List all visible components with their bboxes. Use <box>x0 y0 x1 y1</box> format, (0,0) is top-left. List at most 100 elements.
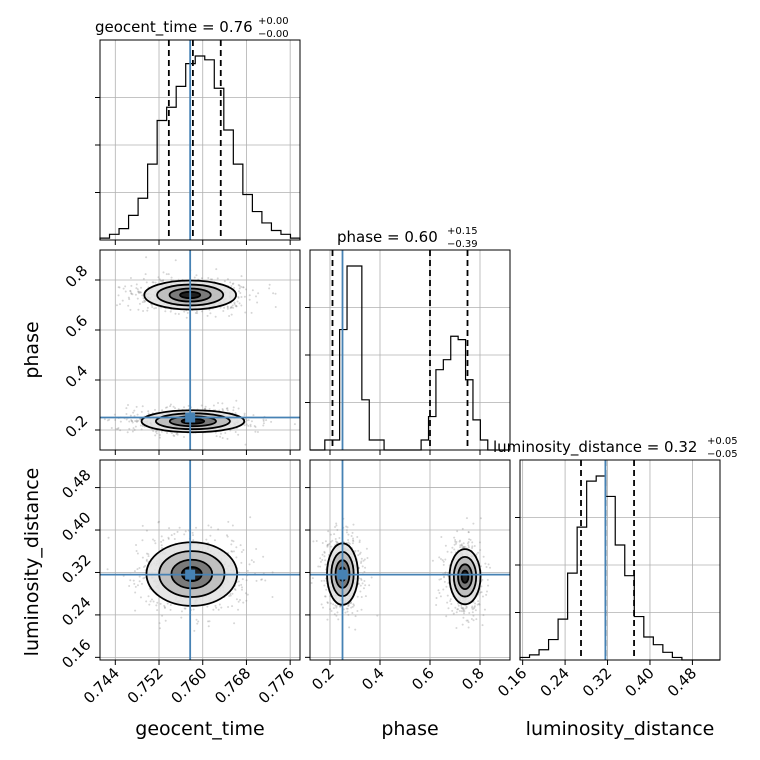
sample-point <box>453 548 456 551</box>
sample-point <box>229 307 232 310</box>
truth-marker <box>185 569 196 580</box>
sample-point <box>210 526 213 529</box>
sample-point <box>234 588 237 591</box>
sample-point <box>477 551 480 554</box>
sample-point <box>486 578 489 581</box>
sample-point <box>160 279 163 282</box>
sample-point <box>435 604 438 607</box>
sample-point <box>471 541 474 544</box>
sample-point <box>232 409 235 412</box>
sample-point <box>201 310 204 313</box>
y-tick-label: 0.48 <box>58 466 94 502</box>
sample-point <box>129 290 132 293</box>
sample-point <box>452 612 455 615</box>
sample-point <box>147 410 150 413</box>
sample-point <box>156 601 159 604</box>
panel-border <box>99 39 301 241</box>
x-tick-label: 0.24 <box>537 664 573 700</box>
sample-point <box>141 425 144 428</box>
sample-point <box>347 538 350 541</box>
sample-point <box>230 313 233 316</box>
sample-point <box>222 310 225 313</box>
sample-point <box>361 582 364 585</box>
sample-point <box>129 579 132 582</box>
sample-point <box>336 529 339 532</box>
sample-point <box>217 528 220 531</box>
sample-point <box>129 289 132 292</box>
sample-point <box>345 607 348 610</box>
sample-point <box>106 419 109 422</box>
sample-point <box>450 602 453 605</box>
sample-point <box>240 561 243 564</box>
sample-point <box>223 306 226 309</box>
sample-point <box>135 405 138 408</box>
sample-point <box>466 619 469 622</box>
panel-border <box>99 459 301 661</box>
panel-geocent_time-vs-geocent_time <box>95 39 301 245</box>
sample-point <box>245 599 248 602</box>
sample-point <box>324 559 327 562</box>
sample-point <box>439 595 442 598</box>
sample-point <box>173 532 176 535</box>
sample-point <box>230 539 233 542</box>
sample-point <box>147 595 150 598</box>
sample-point <box>329 608 332 611</box>
title-phase-sub: −0.39 <box>447 239 478 250</box>
sample-point <box>134 585 137 588</box>
sample-point <box>127 296 130 299</box>
sample-point <box>335 606 338 609</box>
sample-point <box>143 299 146 302</box>
sample-point <box>133 570 136 573</box>
x-tick-label: 0.32 <box>579 664 615 700</box>
sample-point <box>158 520 161 523</box>
panel-border <box>519 459 721 661</box>
sample-point <box>134 420 137 423</box>
sample-point <box>183 310 186 313</box>
sample-point <box>469 538 472 541</box>
x-tick-label: 0.744 <box>80 664 123 707</box>
sample-point <box>326 618 329 621</box>
sample-point <box>141 539 144 542</box>
sample-point <box>471 547 474 550</box>
sample-point <box>154 430 157 433</box>
sample-point <box>325 588 328 591</box>
sample-point <box>455 542 458 545</box>
sample-point <box>209 312 212 315</box>
sample-point <box>140 286 143 289</box>
sample-point <box>458 540 461 543</box>
sample-point <box>246 593 249 596</box>
x-tick-label: 0.768 <box>211 664 254 707</box>
sample-point <box>361 565 364 568</box>
sample-point <box>237 580 240 583</box>
sample-point <box>138 290 141 293</box>
sample-point <box>485 590 488 593</box>
sample-point <box>466 542 469 545</box>
truth-marker <box>185 412 196 423</box>
sample-point <box>128 585 131 588</box>
sample-point <box>214 604 217 607</box>
sample-point <box>264 579 267 582</box>
sample-point <box>324 595 327 598</box>
sample-point <box>237 283 240 286</box>
sample-point <box>146 306 149 309</box>
sample-point <box>163 606 166 609</box>
sample-point <box>135 419 138 422</box>
title-phase: phase = 0.60 +0.15 −0.39 <box>337 226 478 250</box>
sample-point <box>319 565 322 568</box>
sample-point <box>143 576 146 579</box>
sample-point <box>474 602 477 605</box>
sample-point <box>462 545 465 548</box>
sample-point <box>465 605 468 608</box>
sample-point <box>169 310 172 313</box>
sample-point <box>235 546 238 549</box>
sample-point <box>449 598 452 601</box>
sample-point <box>193 276 196 279</box>
sample-point <box>146 309 149 312</box>
sample-point <box>243 295 246 298</box>
sample-point <box>335 522 338 525</box>
sample-point <box>113 413 116 416</box>
sample-point <box>164 310 167 313</box>
panel-border <box>309 459 511 661</box>
sample-point <box>230 306 233 309</box>
sample-point <box>464 546 467 549</box>
